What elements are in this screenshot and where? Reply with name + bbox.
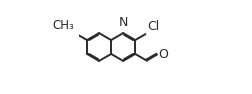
Text: N: N [118,16,127,29]
Text: Cl: Cl [146,20,159,33]
Text: O: O [158,48,168,61]
Text: CH₃: CH₃ [52,19,74,33]
